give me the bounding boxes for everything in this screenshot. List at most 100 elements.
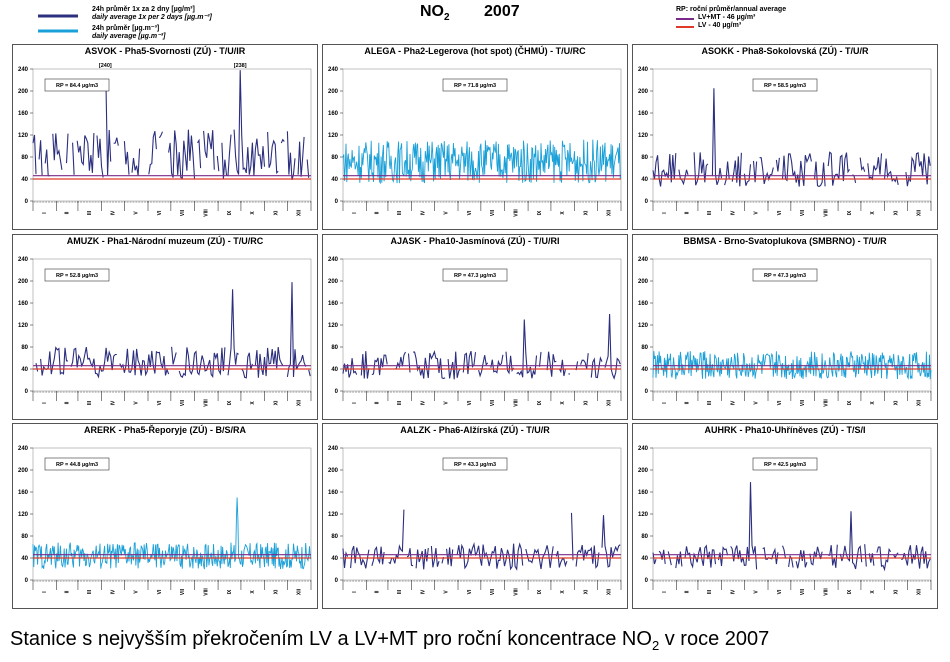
rp-label: RP = 42.5 µg/m3 — [764, 462, 806, 468]
month-label: IV — [420, 210, 426, 215]
y-tick-label: 160 — [328, 111, 339, 117]
y-tick-label: 160 — [18, 490, 29, 496]
y-tick-label: 240 — [18, 257, 29, 263]
y-tick-label: 0 — [25, 578, 29, 584]
month-label: III — [87, 589, 93, 594]
y-tick-label: 120 — [18, 133, 29, 139]
y-tick-label: 240 — [638, 67, 649, 73]
month-label: IX — [537, 400, 543, 405]
rp-box — [44, 268, 110, 282]
y-tick-label: 40 — [331, 367, 338, 373]
series-line — [35, 282, 311, 379]
y-tick-label: 240 — [328, 67, 339, 73]
y-tick-label: 0 — [25, 389, 29, 395]
y-tick-label: 240 — [18, 67, 29, 73]
series-line — [32, 497, 312, 570]
month-label: VIII — [204, 209, 210, 217]
y-tick-label: 160 — [328, 301, 339, 307]
month-label: VIII — [514, 399, 520, 407]
chart-title: AMUZK - Pha1-Národní muzeum (ZÚ) - T/U/R… — [66, 236, 264, 246]
y-tick-label: 200 — [18, 89, 29, 95]
series-line — [342, 139, 622, 185]
month-label: IV — [110, 589, 116, 594]
y-tick-label: 40 — [331, 556, 338, 562]
month-label: X — [560, 211, 566, 215]
chart-title: BBMSA - Brno-Svatoplukova (SMBRNO) - T/U… — [683, 236, 887, 246]
month-label: X — [250, 401, 256, 405]
figure-caption: Stanice s nejvyšším překročením LV a LV+… — [10, 628, 770, 653]
rp-box — [442, 268, 508, 282]
legend-right-item-2: LV - 40 µg/m³ — [676, 22, 786, 30]
y-tick-label: 160 — [18, 301, 29, 307]
month-label: VII — [490, 209, 496, 216]
y-tick-label: 40 — [21, 367, 28, 373]
month-label: XI — [273, 210, 279, 215]
month-label: I — [352, 212, 358, 214]
month-label: II — [65, 590, 71, 593]
month-label: VIII — [514, 588, 520, 596]
rp-label: RP = 47.3 µg/m3 — [764, 273, 806, 279]
month-label: II — [375, 211, 381, 214]
y-tick-label: 240 — [18, 446, 29, 452]
month-label: XII — [297, 399, 303, 406]
legend-left-item-2: 24h průměr [µg.m⁻³] daily average [µg.m⁻… — [92, 25, 166, 40]
y-tick-label: 80 — [331, 155, 338, 161]
y-tick-label: 200 — [638, 468, 649, 474]
series-line — [652, 88, 931, 188]
chart-title: ARERK - Pha5-Řeporyje (ZÚ) - B/S/RA — [83, 425, 246, 435]
peak-label: [240] — [99, 63, 112, 69]
rp-label: RP = 52.8 µg/m3 — [56, 273, 98, 279]
y-tick-label: 200 — [18, 279, 29, 285]
y-tick-label: 120 — [638, 323, 649, 329]
month-label: V — [754, 211, 760, 215]
month-label: II — [65, 211, 71, 214]
y-tick-label: 40 — [21, 556, 28, 562]
y-tick-label: 80 — [641, 345, 648, 351]
y-tick-label: 200 — [638, 89, 649, 95]
month-label: V — [134, 401, 140, 405]
chart-panel: AJASK - Pha10-Jasmínová (ZÚ) - T/U/RI 0 40… — [322, 234, 628, 420]
chart-panel: AALZK - Pha6-Alžírská (ZÚ) - T/U/R 0 40 80 1… — [322, 423, 628, 609]
y-tick-label: 240 — [638, 257, 649, 263]
month-label: III — [87, 210, 93, 215]
y-tick-label: 80 — [21, 155, 28, 161]
rp-label: RP = 43.3 µg/m3 — [454, 462, 496, 468]
month-label: I — [662, 212, 668, 214]
month-label: V — [754, 590, 760, 594]
month-label: I — [352, 591, 358, 593]
chart-panel: ASVOK - Pha5-Svornosti (ZÚ) - T/U/IR 0 40 8… — [12, 44, 318, 230]
month-label: IX — [227, 589, 233, 594]
month-label: I — [662, 402, 668, 404]
y-tick-label: 160 — [328, 490, 339, 496]
month-label: VII — [180, 399, 186, 406]
chart-panel: BBMSA - Brno-Svatoplukova (SMBRNO) - T/U… — [632, 234, 938, 420]
y-tick-label: 0 — [25, 199, 29, 205]
month-label: XII — [917, 209, 923, 216]
month-label: VI — [157, 400, 163, 405]
month-label: VII — [800, 209, 806, 216]
legend-left-item-1: 24h průměr 1x za 2 dny [µg/m³] daily ave… — [92, 6, 212, 21]
y-tick-label: 120 — [328, 323, 339, 329]
month-label: IV — [110, 210, 116, 215]
month-label: VIII — [824, 588, 830, 596]
y-tick-label: 200 — [18, 468, 29, 474]
month-label: VIII — [204, 399, 210, 407]
y-tick-label: 0 — [335, 578, 339, 584]
month-label: XII — [917, 399, 923, 406]
month-label: III — [397, 400, 403, 405]
month-label: X — [560, 401, 566, 405]
month-label: VII — [800, 399, 806, 406]
y-tick-label: 80 — [641, 534, 648, 540]
chart-panel: ALEGA - Pha2-Legerova (hot spot) (ČHMÚ) … — [322, 44, 628, 230]
y-tick-label: 240 — [638, 446, 649, 452]
month-label: VII — [180, 588, 186, 595]
month-label: VI — [467, 210, 473, 215]
y-tick-label: 120 — [328, 133, 339, 139]
rp-box — [752, 78, 818, 92]
month-label: V — [134, 590, 140, 594]
month-label: XI — [893, 589, 899, 594]
legend-swatch-lvmt — [676, 18, 694, 20]
